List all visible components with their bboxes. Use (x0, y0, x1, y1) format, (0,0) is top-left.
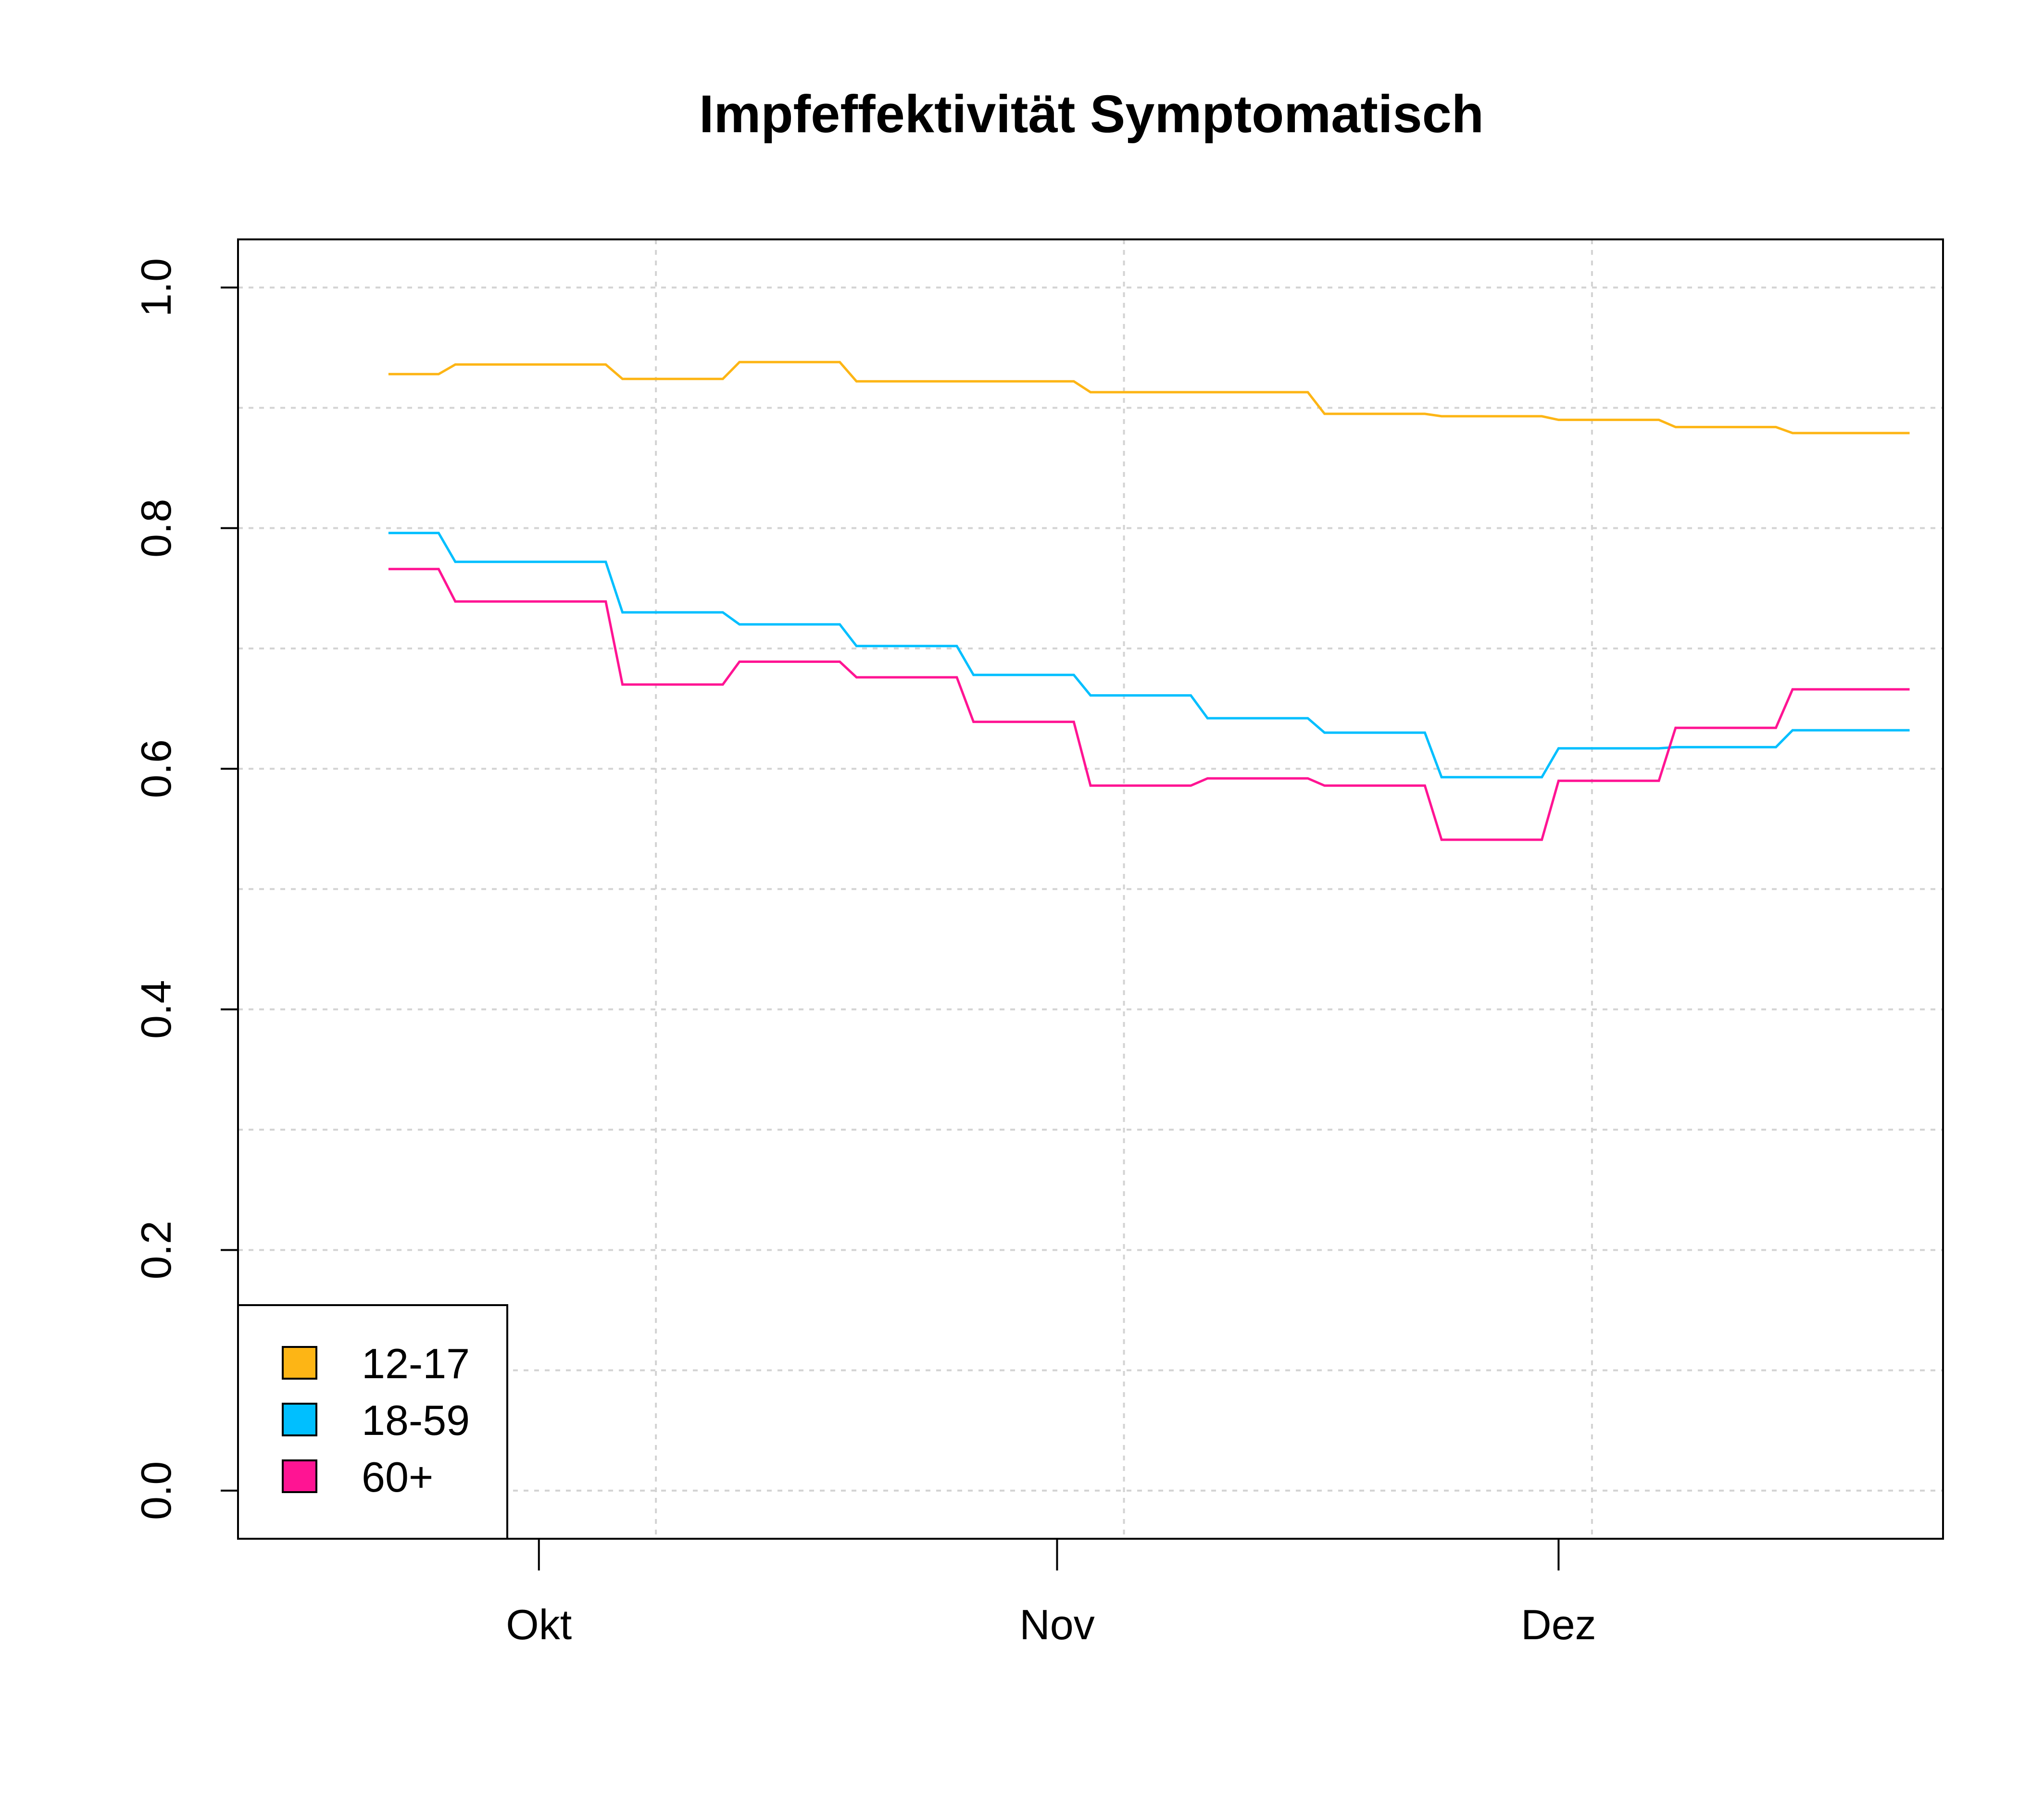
y-tick-label: 0.8 (132, 498, 180, 557)
grid-layer (238, 239, 1943, 1539)
legend-swatch-18-59 (282, 1403, 317, 1436)
y-tick-label: 0.2 (132, 1221, 180, 1279)
legend-label: 12-17 (362, 1340, 470, 1387)
plot-frame (237, 238, 1944, 1540)
chart-title: Impfeffektivität Symptomatisch (699, 85, 1484, 144)
y-tick-label: 0.0 (132, 1461, 180, 1520)
series-layer (388, 361, 1910, 841)
series-line-18-59 (388, 532, 1910, 779)
x-tick-label: Nov (1019, 1601, 1095, 1648)
y-tick-label: 1.0 (132, 258, 180, 317)
y-tick-label: 0.4 (132, 980, 180, 1039)
y-tick-label: 0.6 (132, 739, 180, 798)
x-tick-label: Okt (506, 1601, 572, 1648)
series-line-60+ (388, 568, 1910, 841)
x-tick-label: Dez (1521, 1601, 1596, 1648)
legend-swatch-12-17 (282, 1346, 317, 1380)
legend-swatch-60+ (282, 1459, 317, 1493)
legend-label: 18-59 (362, 1396, 470, 1444)
legend: 12-17 18-59 60+ (237, 1304, 508, 1540)
axes-layer: 0.0 0.2 0.4 0.6 0.8 1.0 Okt Nov Dez (132, 258, 1596, 1648)
legend-label: 60+ (362, 1453, 433, 1501)
series-line-12-17 (388, 361, 1910, 435)
